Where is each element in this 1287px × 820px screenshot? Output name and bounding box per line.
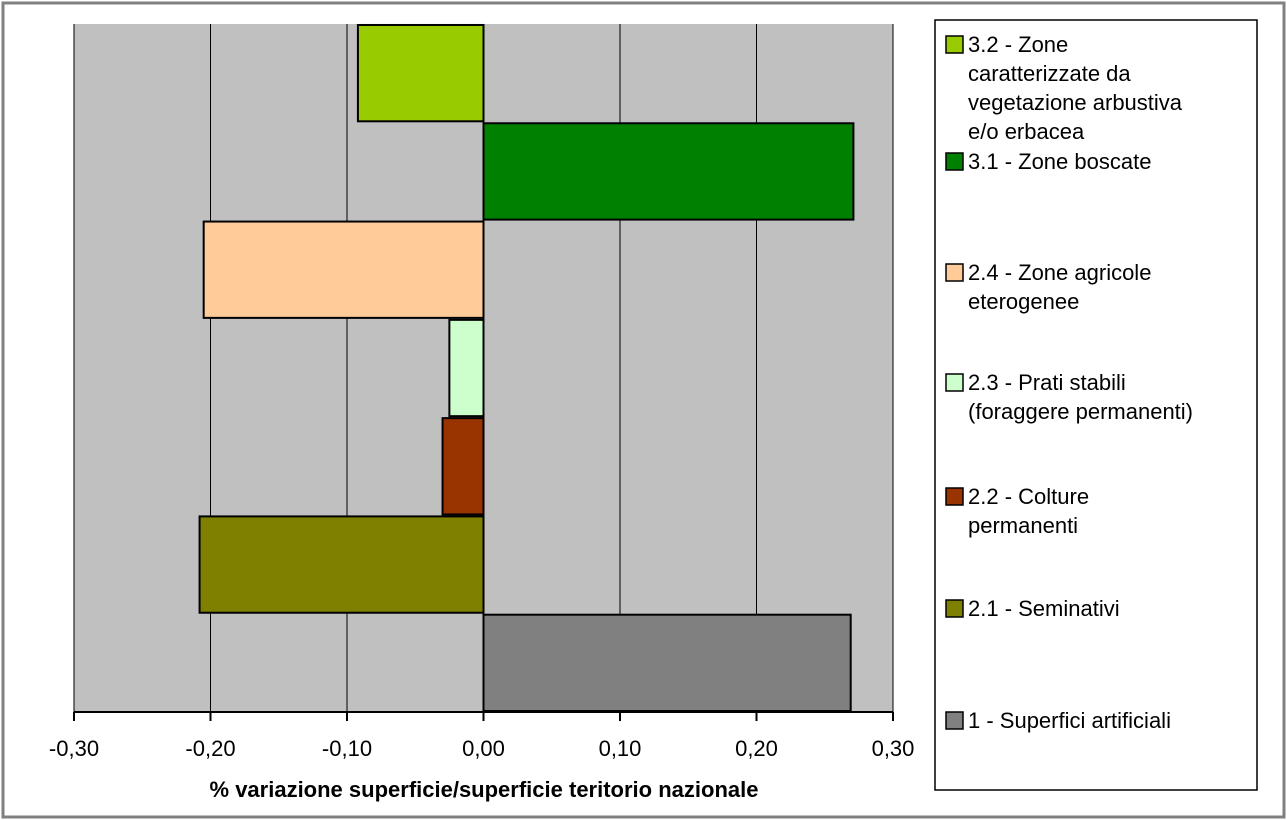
legend-swatch [945,263,964,282]
x-axis-title: % variazione superficie/superficie terit… [210,777,759,802]
bar-4 [448,318,485,418]
legend-label: 2.3 - Prati stabili (foraggere permanenti… [968,370,1193,424]
x-tick-label: 0,20 [735,736,778,761]
x-tick-label: -0,20 [185,736,235,761]
bar-3 [441,417,485,516]
bar-7 [356,23,485,123]
legend-swatch [945,35,964,54]
legend-box [934,19,1258,791]
bar-5 [202,220,485,319]
x-tick-label: -0,10 [322,736,372,761]
bar-2 [198,515,485,614]
x-tick-label: 0,30 [872,736,915,761]
x-tick-label: 0,00 [462,736,505,761]
legend-swatch [945,373,964,392]
legend-swatch [945,711,964,730]
legend-label: 1 - Superfici artificiali [968,708,1171,733]
legend-label: 2.1 - Seminativi [968,596,1120,621]
legend-swatch [945,152,964,171]
legend-label: 2.2 - Colture permanenti [968,484,1089,538]
x-tick-label: 0,10 [599,736,642,761]
x-tick-label: -0,30 [49,736,99,761]
legend-swatch [945,487,964,506]
legend: 3.2 - Zone caratterizzate da vegetazione a… [934,19,1258,791]
bars [198,23,855,713]
legend-label: 2.4 - Zone agricole eterogenee [968,260,1151,314]
legend-label: 3.1 - Zone boscate [968,149,1151,174]
bar-1 [482,613,852,713]
legend-label: 3.2 - Zone caratterizzate da vegetazione a… [968,32,1183,144]
legend-swatch [945,599,964,618]
bar-6 [482,122,855,221]
x-axis: -0,30 -0,20 -0,10 0,00 0,10 0,20 0,30 [49,24,914,761]
